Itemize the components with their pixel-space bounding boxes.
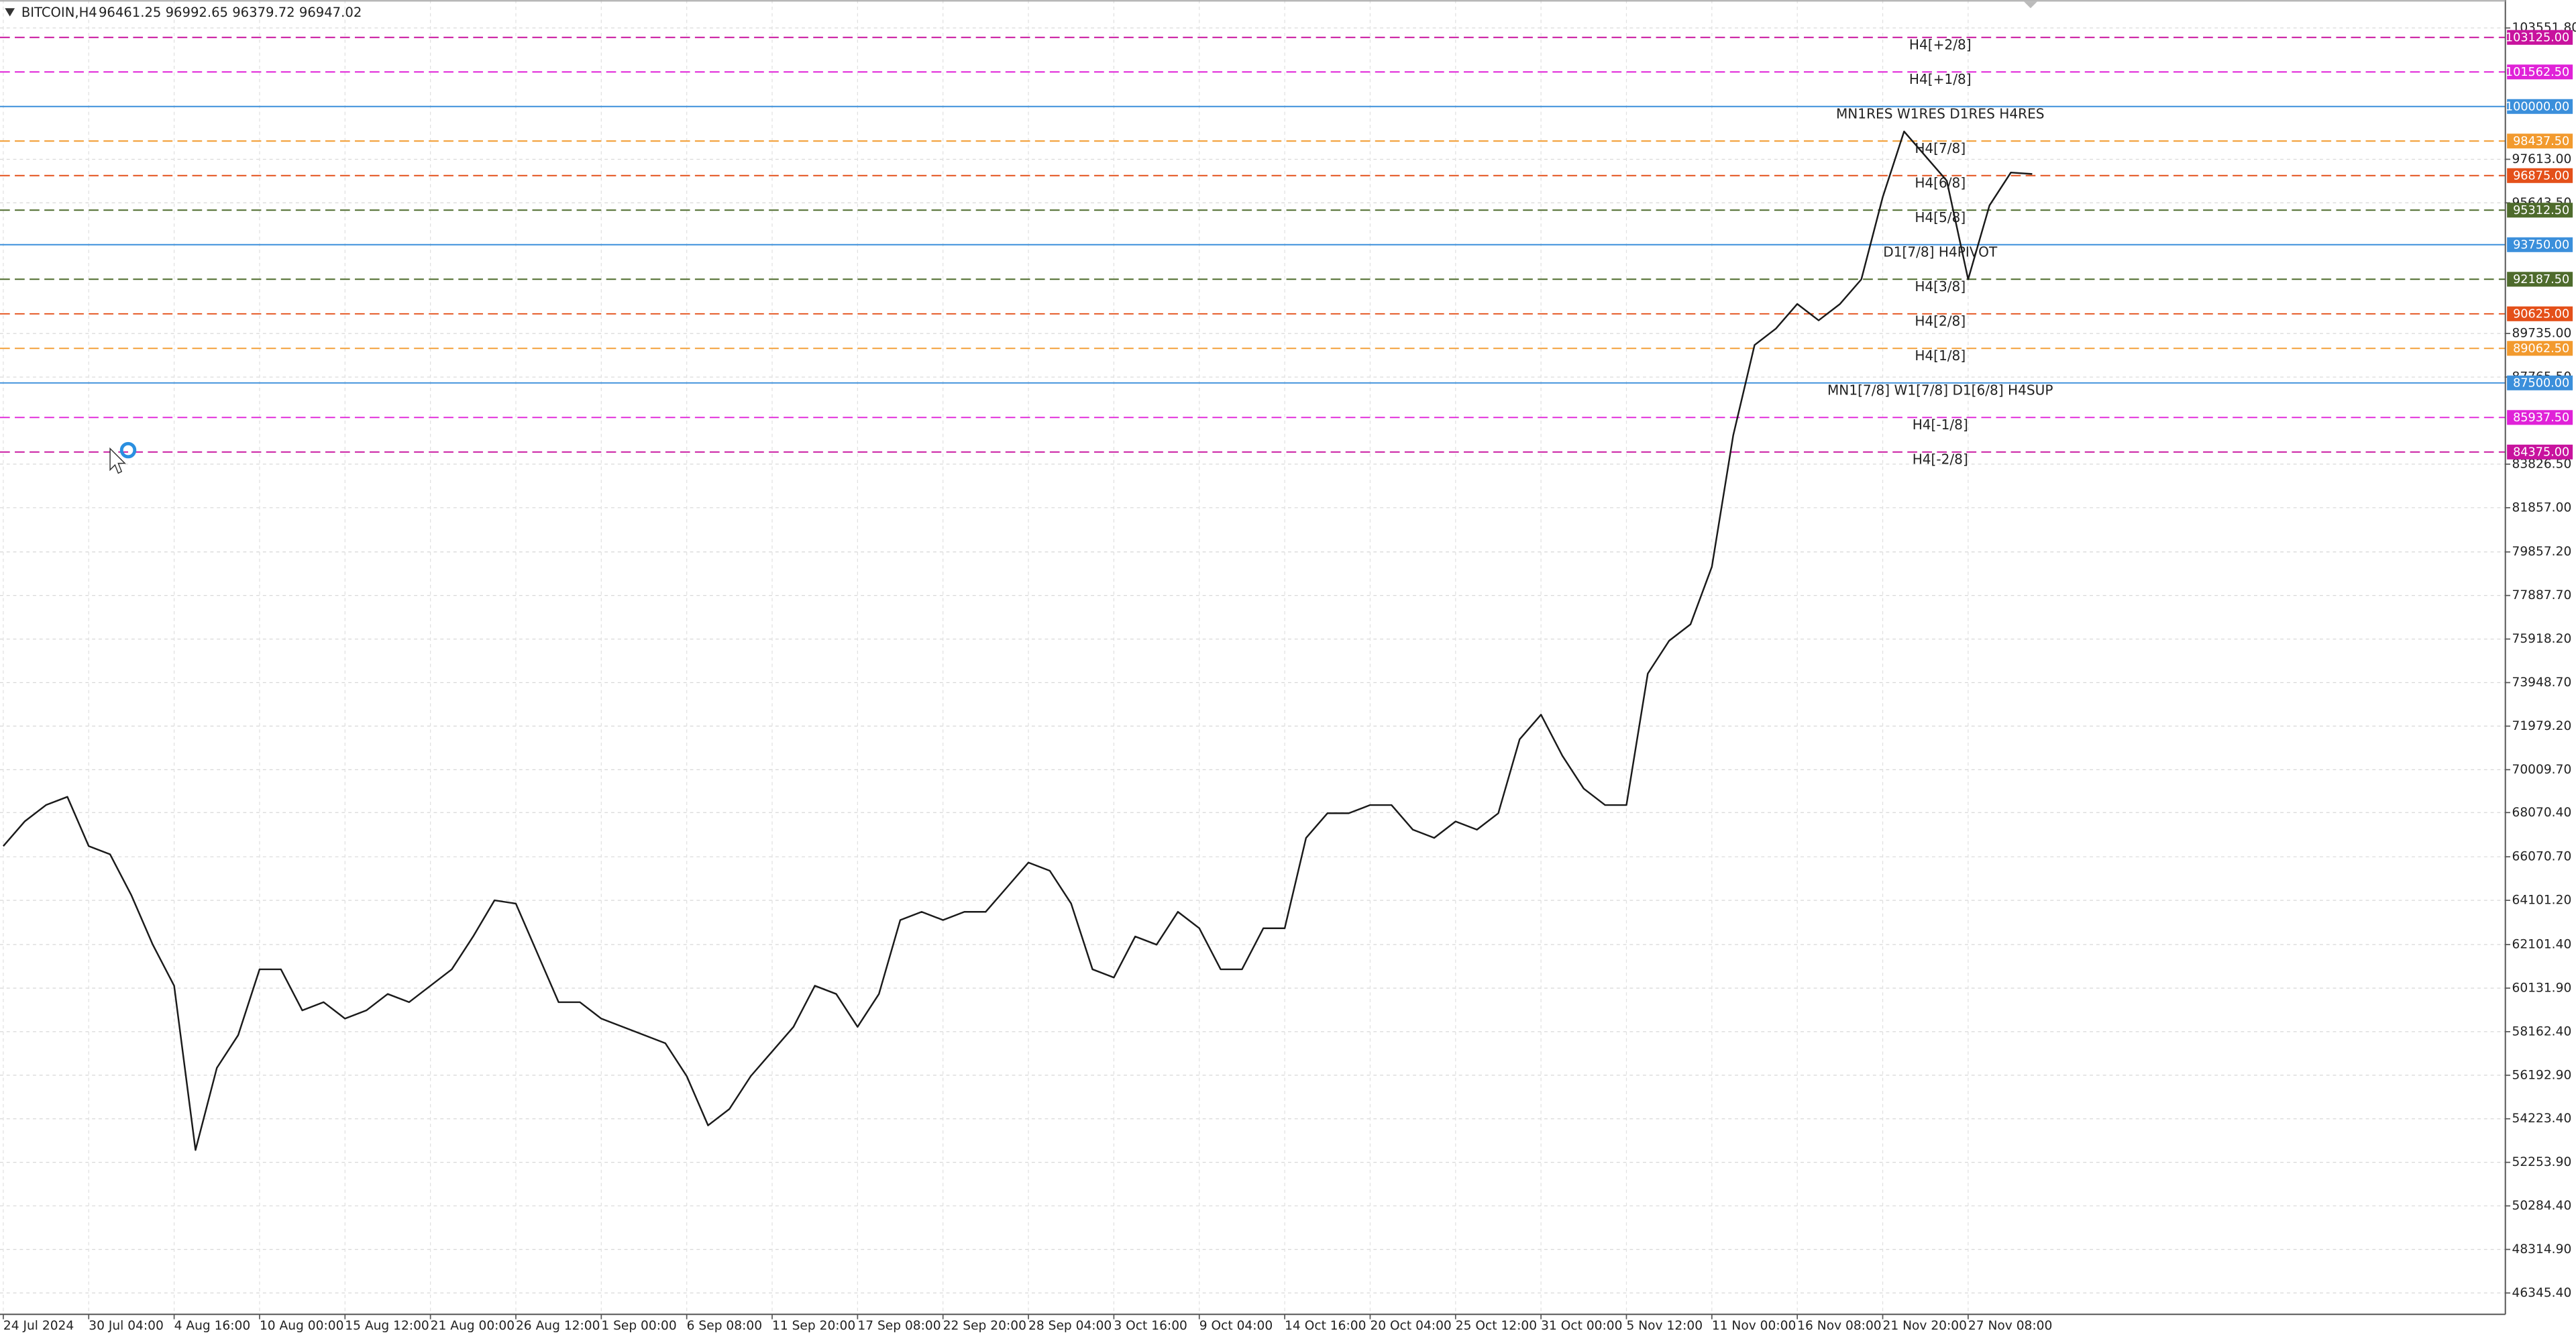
level-tag	[2507, 341, 2573, 356]
level-tag-label: 90625.00	[2513, 308, 2569, 321]
x-tick-label: 10 Aug 00:00	[260, 1319, 343, 1333]
level-text: H4[+1/8]	[1909, 71, 1972, 87]
y-tick-label: 70009.70	[2512, 763, 2571, 777]
x-tick-label: 21 Aug 00:00	[431, 1319, 515, 1333]
level-tag-label: 87500.00	[2513, 377, 2569, 390]
x-tick-label: 22 Sep 20:00	[943, 1319, 1026, 1333]
y-tick-label: 54223.40	[2512, 1112, 2571, 1126]
x-tick-label: 5 Nov 12:00	[1626, 1319, 1703, 1333]
x-tick-label: 1 Sep 00:00	[601, 1319, 676, 1333]
x-tick-label: 28 Sep 04:00	[1028, 1319, 1112, 1333]
level-tag-label: 96875.00	[2513, 170, 2569, 183]
level-tag	[2507, 30, 2573, 45]
x-tick-label: 26 Aug 12:00	[516, 1319, 600, 1333]
y-tick-label: 81857.00	[2512, 500, 2571, 515]
x-tick-label: 16 Nov 08:00	[1797, 1319, 1881, 1333]
plot-layer	[2, 130, 2033, 1151]
y-tick-label: 56192.90	[2512, 1068, 2571, 1082]
y-tick-label: 73948.70	[2512, 676, 2571, 690]
y-tick-label: 62101.40	[2512, 938, 2571, 952]
level-text: H4[1/8]	[1915, 347, 1966, 364]
level-text: D1[7/8] H4PIVOT	[1883, 244, 1998, 260]
level-tag	[2507, 444, 2573, 460]
x-tick-label: 14 Oct 16:00	[1285, 1319, 1366, 1333]
y-tick-label: 64101.20	[2512, 894, 2571, 908]
x-tick-label: 21 Nov 20:00	[1883, 1319, 1967, 1333]
x-tick-label: 3 Oct 16:00	[1114, 1319, 1187, 1333]
levels-layer: H4[+2/8] H4[+1/8] MN1RES W1RES D1RES H4RES…	[0, 36, 2506, 468]
x-tick-label: 25 Oct 12:00	[1456, 1319, 1537, 1333]
y-tick-label: 48314.90	[2512, 1242, 2571, 1256]
x-tick-label: 30 Jul 04:00	[89, 1319, 164, 1333]
level-tag	[2507, 203, 2573, 218]
grid-layer	[0, 0, 2506, 1315]
x-tick-label: 9 Oct 04:00	[1199, 1319, 1273, 1333]
y-tick-label: 68070.40	[2512, 806, 2571, 820]
x-tick-label: 15 Aug 12:00	[345, 1319, 429, 1333]
y-tick-label: 71979.20	[2512, 719, 2571, 733]
y-tick-label: 89735.00	[2512, 327, 2571, 341]
x-tick-label: 24 Jul 2024	[3, 1319, 74, 1333]
y-tick-label: 97613.00	[2512, 152, 2571, 166]
shift-marker	[2024, 1, 2037, 9]
level-tag-label: 98437.50	[2513, 135, 2569, 148]
chart-title: BITCOIN,H4	[21, 5, 97, 20]
level-text: H4[3/8]	[1915, 278, 1966, 294]
y-tick-label: 50284.40	[2512, 1199, 2571, 1213]
price-line	[2, 130, 2033, 1151]
level-text: MN1RES W1RES D1RES H4RES	[1836, 106, 2045, 122]
level-tag	[2507, 99, 2573, 114]
level-tag-label: 101562.50	[2506, 66, 2569, 79]
level-text: H4[7/8]	[1915, 140, 1966, 156]
level-text: H4[+2/8]	[1909, 36, 1972, 52]
x-tick-label: 31 Oct 00:00	[1541, 1319, 1622, 1333]
x-tick-label: 6 Sep 08:00	[687, 1319, 762, 1333]
y-tick-label: 46345.40	[2512, 1286, 2571, 1300]
level-text: H4[-1/8]	[1913, 417, 1968, 433]
y-tick-label: 79857.20	[2512, 545, 2571, 559]
x-tick-label: 17 Sep 08:00	[857, 1319, 941, 1333]
level-tag-label: 100000.00	[2506, 100, 2569, 113]
axis-layer: 103551.8097613.0095643.5089735.0087765.5…	[3, 21, 2576, 1333]
level-tag	[2507, 64, 2573, 80]
level-tag	[2507, 237, 2573, 252]
level-tag-label: 84375.00	[2513, 446, 2569, 460]
level-tag	[2507, 410, 2573, 425]
x-tick-label: 11 Nov 00:00	[1712, 1319, 1796, 1333]
level-tag-label: 95312.50	[2513, 204, 2569, 217]
level-text: H4[2/8]	[1915, 313, 1966, 329]
x-tick-label: 4 Aug 16:00	[174, 1319, 251, 1333]
x-tick-label: 27 Nov 08:00	[1968, 1319, 2052, 1333]
level-tag-label: 85937.50	[2513, 411, 2569, 425]
level-tag	[2507, 133, 2573, 149]
level-tag-label: 89062.50	[2513, 342, 2569, 356]
menu-arrow[interactable]	[5, 8, 15, 17]
level-tag	[2507, 306, 2573, 321]
level-tag	[2507, 272, 2573, 287]
level-tag-label: 103125.00	[2506, 31, 2569, 44]
level-tag	[2507, 375, 2573, 390]
mouse-cursor	[109, 447, 126, 474]
y-tick-label: 58162.40	[2512, 1024, 2571, 1038]
y-tick-label: 52253.90	[2512, 1155, 2571, 1169]
y-tick-label: 60131.90	[2512, 981, 2571, 995]
level-tag-label: 93750.00	[2513, 239, 2569, 252]
level-tag-label: 92187.50	[2513, 273, 2569, 286]
y-tick-label: 83826.50	[2512, 457, 2571, 471]
ohlc-readout: 96461.25 96992.65 96379.72 96947.02	[99, 5, 362, 20]
y-tick-label: 77887.70	[2512, 588, 2571, 602]
x-tick-label: 20 Oct 04:00	[1370, 1319, 1451, 1333]
level-text: H4[5/8]	[1915, 209, 1966, 225]
busy-indicator	[119, 441, 137, 459]
level-text: H4[-2/8]	[1913, 451, 1968, 468]
level-tag	[2507, 168, 2573, 183]
x-tick-label: 11 Sep 20:00	[772, 1319, 855, 1333]
level-text: H4[6/8]	[1915, 175, 1966, 191]
y-tick-label: 75918.20	[2512, 632, 2571, 646]
level-text: MN1[7/8] W1[7/8] D1[6/8] H4SUP	[1827, 382, 2053, 398]
y-tick-label: 66070.70	[2512, 850, 2571, 864]
